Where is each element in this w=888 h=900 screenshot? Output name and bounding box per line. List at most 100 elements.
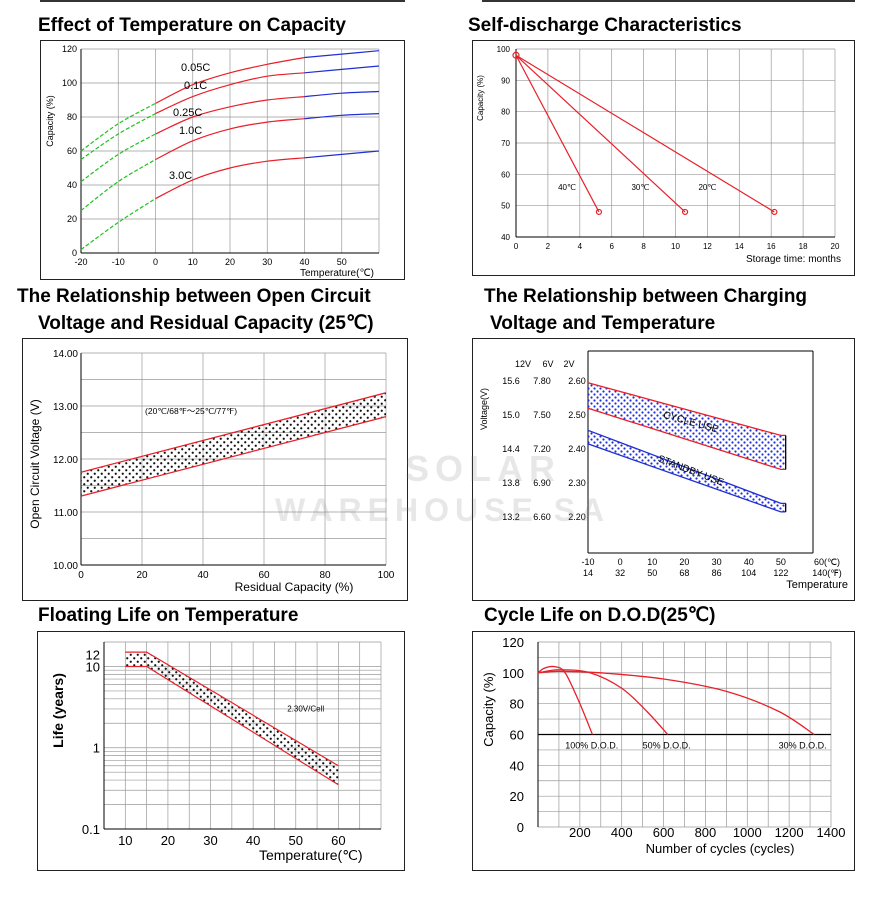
c0-x-tick: 50	[337, 257, 347, 267]
c5-x-label: Number of cycles (cycles)	[646, 841, 795, 856]
c1-y-tick: 40	[501, 233, 510, 242]
c3-y-label: Voltage(V)	[479, 388, 489, 430]
c1-y-tick: 90	[501, 76, 510, 85]
c4-x-label: Temperature(℃)	[259, 847, 363, 863]
c5-x-tick: 1000	[733, 825, 762, 840]
c4-y-tick: 10	[86, 659, 100, 674]
c3-y-tick-6v: 7.20	[533, 444, 551, 454]
c0-series-line	[304, 90, 380, 98]
c0-y-tick: 0	[72, 248, 77, 258]
c5-x-tick: 400	[611, 825, 633, 840]
c1-y-label: Capacity (%)	[476, 75, 485, 121]
c0-series-line	[155, 118, 305, 161]
c1-x-tick: 6	[609, 242, 614, 251]
c0-x-label: Temperature(℃)	[300, 268, 374, 278]
c1-x-tick: 10	[671, 242, 680, 251]
c3-x-tick-c: 50	[776, 557, 786, 567]
c0-series-line	[80, 158, 156, 211]
c3-x-tick-f: 122	[773, 568, 788, 578]
c4-y-tick: 0.1	[82, 822, 100, 837]
c3-x-tick-f: 104	[741, 568, 756, 578]
c1-y-tick: 80	[501, 108, 510, 117]
c2-y-tick: 14.00	[53, 349, 78, 360]
c5-x-tick: 200	[569, 825, 591, 840]
c1-end-marker	[595, 208, 603, 216]
panel-cycle-life: 0 20 40 60 80 100 120 200 400 600 800 1000 1200 1400 N…	[472, 631, 855, 871]
c0-series-line	[304, 65, 380, 74]
c1-x-tick: 20	[831, 242, 840, 251]
c5-y-tick: 100	[502, 666, 524, 681]
c2-y-tick: 13.00	[53, 402, 78, 413]
c2-y-tick: 12.00	[53, 455, 78, 466]
c2-y-tick: 11.00	[54, 508, 79, 519]
c0-series-line	[304, 150, 380, 159]
c2-band-upper-line	[80, 392, 387, 473]
c5-x-tick: 800	[695, 825, 717, 840]
c3-y-tick-12v: 13.8	[502, 478, 520, 488]
c0-y-tick: 100	[62, 78, 77, 88]
c0-series-label: 1.0C	[179, 125, 202, 137]
self-discharge-chart: 40 50 60 70 80 90 100 0 2 4 6 8 10 12 14 16 18 20 Storage …	[476, 45, 841, 265]
c3-x-tick-c: 40	[744, 557, 754, 567]
c5-x-tick: 1200	[775, 825, 804, 840]
c3-x-tick-c: 0	[618, 557, 623, 567]
c4-band-upper-line	[125, 651, 339, 767]
c3-y-tick-12v: 13.2	[502, 512, 520, 522]
c1-y-tick: 70	[501, 139, 510, 148]
c5-series-line	[537, 669, 669, 735]
top-divider-left	[40, 0, 405, 2]
c0-series-line	[155, 56, 305, 104]
c3-x-tick-f: 140(℉)	[812, 568, 842, 578]
c5-series-label: 30% D.O.D.	[779, 740, 827, 750]
c0-y-tick: 20	[67, 214, 77, 224]
c2-x-tick: 40	[197, 570, 209, 581]
ocv-residual-chart: 10.00 11.00 12.00 13.00 14.00 0 20 40 60 80 100 Res…	[28, 349, 395, 594]
c1-y-tick: 50	[501, 202, 510, 211]
panel-temperature-capacity: 0 20 40 60 80 100 120 -20 -10 0 10 20 30 40 50 Temperat…	[40, 40, 405, 280]
panel-ocv-residual: 10.00 11.00 12.00 13.00 14.00 0 20 40 60 80 100 Res…	[22, 338, 408, 601]
chart-title-temperature-capacity: Effect of Temperature on Capacity	[38, 15, 346, 36]
c0-series-line	[304, 50, 380, 59]
c1-series-line	[515, 54, 775, 213]
c1-x-tick: 18	[799, 242, 808, 251]
c0-series-line	[155, 72, 305, 115]
c3-y-tick-12v: 15.0	[502, 410, 520, 420]
panel-self-discharge: 40 50 60 70 80 90 100 0 2 4 6 8 10 12 14 16 18 20 Storage …	[472, 40, 855, 276]
c0-y-tick: 80	[67, 112, 77, 122]
c5-y-label: Capacity (%)	[481, 672, 496, 746]
c1-series-line	[515, 54, 686, 213]
c5-series-line	[537, 670, 815, 736]
c2-x-tick: 80	[319, 570, 331, 581]
c0-y-tick: 40	[67, 180, 77, 190]
c0-y-tick: 60	[67, 146, 77, 156]
c3-y-tick-2v: 2.30	[568, 478, 586, 488]
c5-y-tick: 60	[510, 728, 524, 743]
c2-band-area	[81, 392, 386, 497]
c0-series-line	[80, 133, 156, 183]
c4-x-tick: 20	[161, 833, 175, 848]
c4-y-tick: 12	[86, 648, 100, 663]
c5-series-line	[537, 665, 594, 735]
temperature-capacity-chart: 0 20 40 60 80 100 120 -20 -10 0 10 20 30 40 50Temperat…	[45, 44, 380, 279]
c0-x-tick: 20	[225, 257, 235, 267]
c0-x-tick: 30	[262, 257, 272, 267]
c0-series-line	[80, 113, 156, 160]
c0-series-label: 0.05C	[181, 62, 210, 74]
c4-y-tick: 1	[93, 741, 100, 756]
c2-x-tick: 20	[136, 570, 148, 581]
c2-band-lower-line	[80, 415, 387, 497]
c4-x-tick: 60	[331, 833, 345, 848]
c1-x-tick: 16	[767, 242, 776, 251]
c3-y-header: 2V	[563, 359, 574, 369]
c4-x-tick: 50	[289, 833, 303, 848]
c3-x-tick-c: 20	[679, 557, 689, 567]
c0-series-line	[304, 113, 380, 120]
chart-title-charging-line1: The Relationship between Charging	[484, 286, 808, 307]
c5-series-label: 50% D.O.D.	[643, 740, 691, 750]
c3-x-tick-f: 68	[679, 568, 689, 578]
c3-y-tick-2v: 2.50	[568, 410, 586, 420]
c1-series-label: 30℃	[631, 183, 649, 192]
c3-x-tick-f: 86	[712, 568, 722, 578]
c3-x-tick-f: 14	[583, 568, 593, 578]
